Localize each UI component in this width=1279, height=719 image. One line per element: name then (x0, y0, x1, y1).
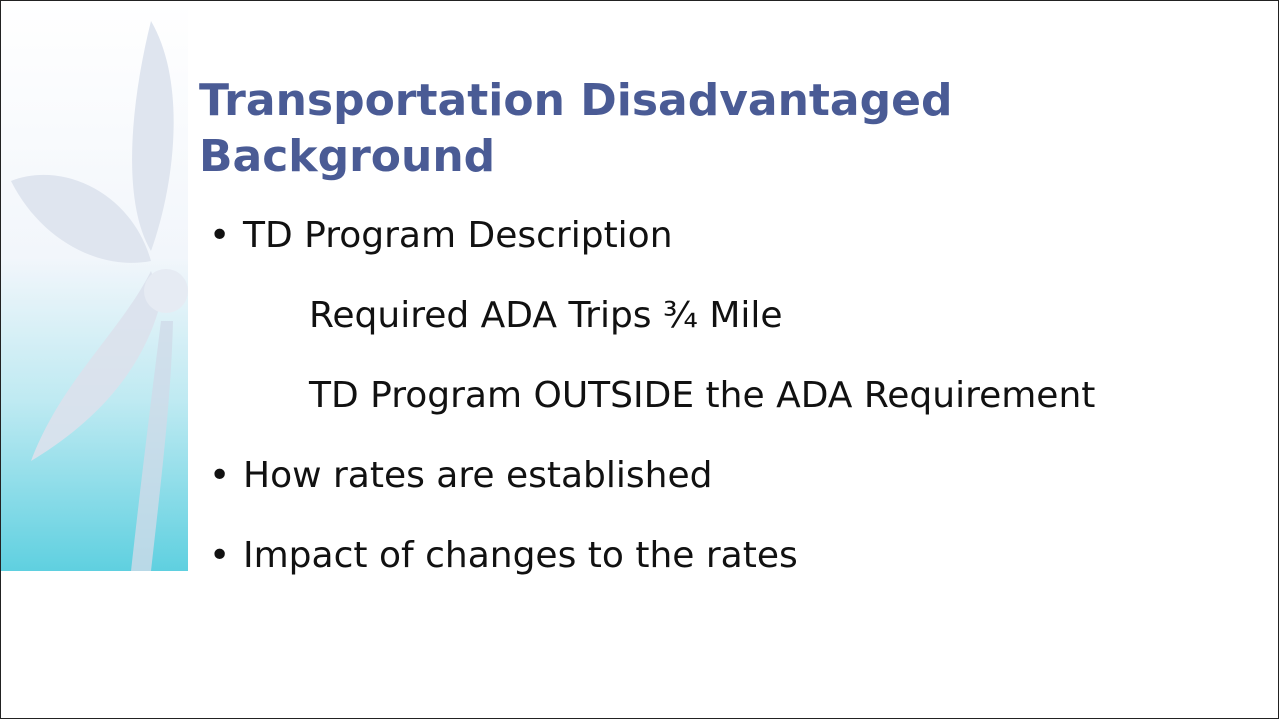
sub-item: TD Program OUTSIDE the ADA Requirement (309, 375, 1096, 416)
bullet-text: How rates are established (243, 455, 713, 496)
palm-decoration (1, 1, 188, 571)
sub-item: Required ADA Trips ¾ Mile (309, 295, 783, 336)
bullet-dot: • (209, 455, 231, 496)
bullet-dot: • (209, 535, 231, 576)
bullet-dot: • (209, 215, 231, 256)
slide-title: Transportation Disadvantaged Background (199, 75, 953, 182)
bullet-text: TD Program Description (243, 215, 673, 256)
bullet-text: Impact of changes to the rates (243, 535, 798, 576)
